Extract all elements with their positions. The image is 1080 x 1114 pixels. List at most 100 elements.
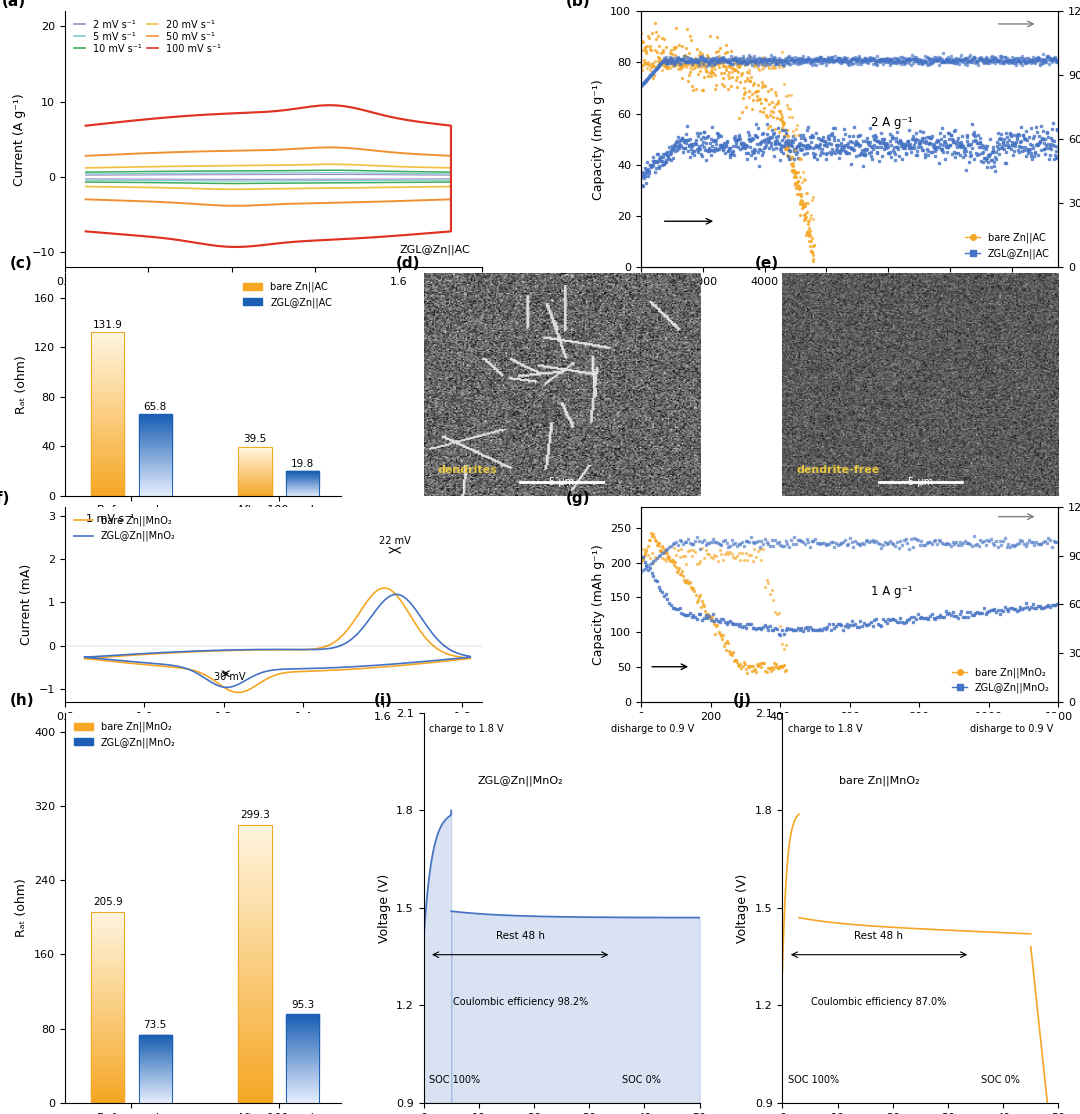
Point bbox=[689, 53, 706, 71]
Point bbox=[737, 82, 754, 100]
Point bbox=[822, 52, 839, 70]
Point bbox=[702, 50, 719, 68]
Point bbox=[674, 139, 691, 157]
Point bbox=[711, 58, 728, 76]
Point bbox=[785, 162, 802, 179]
Point bbox=[963, 115, 981, 133]
Point bbox=[989, 602, 1007, 619]
Point bbox=[797, 209, 814, 227]
Point bbox=[635, 164, 652, 182]
Point bbox=[852, 145, 869, 163]
Point bbox=[791, 178, 808, 196]
Point bbox=[955, 51, 972, 69]
Point bbox=[698, 62, 715, 80]
Point bbox=[664, 45, 681, 62]
Point bbox=[761, 659, 779, 677]
Point bbox=[787, 139, 805, 157]
Point bbox=[651, 50, 669, 68]
Point bbox=[983, 602, 1000, 619]
Point bbox=[755, 131, 772, 149]
Point bbox=[642, 67, 659, 85]
Point bbox=[784, 620, 801, 638]
Point bbox=[773, 121, 791, 139]
Point bbox=[1005, 50, 1023, 68]
bare Zn||MnO₂ bbox=[376, 661, 389, 674]
Point bbox=[662, 51, 679, 69]
Point bbox=[1008, 52, 1025, 70]
Point bbox=[960, 608, 977, 626]
Point bbox=[727, 51, 744, 69]
Point bbox=[727, 549, 744, 567]
Point bbox=[650, 57, 667, 75]
Point bbox=[971, 138, 988, 156]
Point bbox=[758, 115, 775, 133]
Point bbox=[770, 58, 787, 76]
Point bbox=[815, 133, 833, 150]
Point bbox=[646, 52, 663, 70]
Point bbox=[740, 130, 757, 148]
Point bbox=[661, 548, 678, 566]
Point bbox=[714, 50, 731, 68]
Point bbox=[961, 147, 978, 165]
Point bbox=[983, 47, 1000, 65]
Point bbox=[705, 534, 723, 551]
Point bbox=[737, 619, 754, 637]
Point bbox=[746, 52, 764, 70]
Point bbox=[694, 55, 712, 72]
Point bbox=[960, 154, 977, 172]
Point bbox=[849, 135, 866, 153]
Point bbox=[634, 176, 651, 194]
Point bbox=[753, 620, 770, 638]
Point bbox=[809, 129, 826, 147]
Point bbox=[760, 51, 778, 69]
Text: 73.5: 73.5 bbox=[144, 1020, 166, 1030]
Point bbox=[863, 147, 880, 165]
Point bbox=[1017, 130, 1035, 148]
Point bbox=[725, 137, 742, 155]
Point bbox=[662, 596, 679, 614]
Point bbox=[876, 613, 893, 631]
Point bbox=[801, 226, 819, 244]
Point bbox=[993, 600, 1010, 618]
Point bbox=[659, 540, 676, 558]
Point bbox=[957, 143, 974, 160]
Point bbox=[670, 49, 687, 67]
Point bbox=[715, 77, 732, 95]
Point bbox=[856, 145, 874, 163]
Point bbox=[982, 146, 999, 164]
Point bbox=[923, 128, 941, 146]
Point bbox=[652, 55, 670, 72]
Point bbox=[688, 594, 705, 612]
Point bbox=[880, 52, 897, 70]
Point bbox=[974, 50, 991, 68]
Point bbox=[658, 56, 675, 74]
Point bbox=[755, 539, 772, 557]
Point bbox=[820, 49, 837, 67]
Point bbox=[1047, 596, 1064, 614]
Point bbox=[800, 137, 818, 155]
Point bbox=[733, 618, 751, 636]
Point bbox=[696, 49, 713, 67]
Point bbox=[700, 605, 717, 623]
Point bbox=[1015, 536, 1032, 554]
Point bbox=[681, 130, 699, 148]
Point bbox=[754, 143, 771, 160]
Point bbox=[652, 52, 670, 70]
Point bbox=[713, 136, 730, 154]
Point bbox=[758, 108, 775, 126]
Point bbox=[1013, 532, 1030, 550]
Point bbox=[921, 134, 939, 152]
Point bbox=[751, 656, 768, 674]
Point bbox=[753, 126, 770, 144]
Point bbox=[932, 129, 949, 147]
Point bbox=[832, 49, 849, 67]
Point bbox=[959, 56, 976, 74]
Point bbox=[791, 135, 808, 153]
Point bbox=[712, 52, 729, 70]
Point bbox=[1041, 49, 1058, 67]
Point bbox=[768, 51, 785, 69]
Point bbox=[727, 615, 744, 633]
Point bbox=[698, 62, 715, 80]
Point bbox=[916, 537, 933, 555]
Point bbox=[702, 27, 719, 45]
